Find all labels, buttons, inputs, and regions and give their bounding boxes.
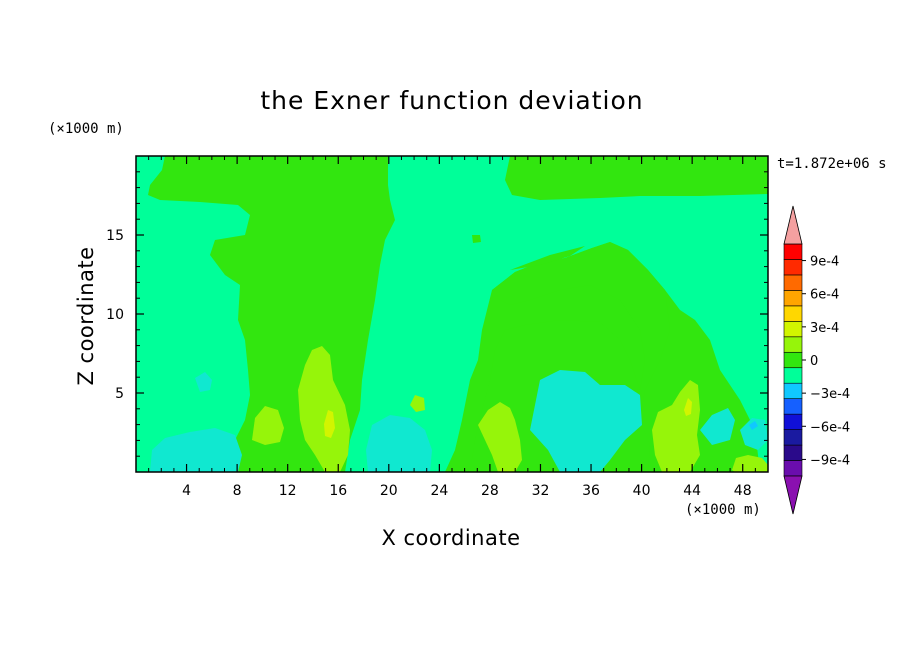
contour-plume-e — [732, 455, 768, 472]
x-axis-label: X coordinate — [381, 526, 521, 550]
y-unit-label: (×1000 m) — [48, 121, 124, 137]
contour-cyan-far-right — [700, 408, 735, 445]
contour-green-dot — [472, 235, 481, 243]
y-axis-label: Z coordinate — [74, 246, 98, 386]
contour-plume-a — [252, 406, 284, 445]
colorbar-swatch — [783, 351, 803, 369]
colorbar-swatch — [783, 460, 803, 477]
contour-cyan-edge — [740, 418, 768, 450]
colorbar-over-arrow — [783, 205, 803, 245]
contour-negative-center — [345, 156, 768, 472]
x-tick-label: 32 — [532, 483, 550, 499]
x-axis-ticks: 4 8 12 16 20 24 28 32 36 40 44 48 — [148, 156, 756, 499]
contour-cyan-left-upper — [195, 372, 212, 392]
contour-plume-c — [478, 402, 522, 472]
x-tick-label: 44 — [683, 483, 701, 499]
x-tick-label: 36 — [582, 483, 600, 499]
colorbar-swatch — [783, 413, 803, 430]
x-tick-label: 12 — [279, 483, 297, 499]
contour-plume-f — [410, 395, 425, 412]
colorbar-swatch — [783, 398, 803, 415]
colorbar-tick-label: 3e-4 — [810, 321, 839, 336]
colorbar-swatch — [783, 259, 803, 276]
y-tick-label: 15 — [106, 228, 124, 244]
x-tick-label: 16 — [329, 483, 347, 499]
chart-title: the Exner function deviation — [260, 86, 644, 115]
colorbar-tick-label: 6e-4 — [810, 288, 839, 303]
colorbar-swatch — [783, 305, 803, 322]
x-tick-label: 20 — [380, 483, 398, 499]
colorbar-swatch — [783, 444, 803, 461]
x-tick-label: 4 — [182, 483, 191, 499]
colorbar-swatch — [783, 429, 803, 446]
contour-plume-b — [298, 346, 350, 472]
contour-cyan-left — [150, 428, 242, 472]
colorbar: 9e-4 6e-4 3e-4 0 −3e-4 −6e-4 −9e-4 — [783, 205, 850, 515]
contour-core-b — [684, 398, 692, 416]
contour-core-a — [324, 410, 335, 438]
colorbar-swatch — [783, 367, 803, 384]
contour-cyan-right — [530, 370, 642, 472]
colorbar-tick-label: −9e-4 — [810, 453, 850, 468]
colorbar-swatch — [783, 243, 803, 260]
colorbar-swatch — [783, 290, 803, 307]
colorbar-swatch — [783, 321, 803, 338]
colorbar-swatch — [783, 382, 803, 399]
colorbar-tick-label: 0 — [810, 354, 818, 369]
colorbar-under-arrow — [783, 475, 803, 515]
y-axis-ticks: 5 10 15 — [106, 171, 768, 457]
x-unit-label: (×1000 m) — [685, 502, 761, 518]
colorbar-swatch — [783, 336, 803, 353]
y-tick-label: 5 — [115, 386, 124, 402]
x-tick-label: 28 — [481, 483, 499, 499]
contour-field — [136, 156, 768, 472]
time-label: t=1.872e+06 s — [777, 156, 887, 172]
contour-blue-dot — [749, 421, 758, 430]
contour-green-streak — [510, 246, 585, 270]
colorbar-tick-label: 9e-4 — [810, 255, 839, 270]
x-tick-label: 24 — [430, 483, 448, 499]
colorbar-swatch — [783, 274, 803, 291]
colorbar-tick-label: −6e-4 — [810, 420, 850, 435]
x-tick-label: 40 — [633, 483, 651, 499]
colorbar-tick-label: −3e-4 — [810, 387, 850, 402]
contour-negative-upper — [136, 156, 250, 472]
x-tick-label: 8 — [233, 483, 242, 499]
x-tick-label: 48 — [734, 483, 752, 499]
y-tick-label: 10 — [106, 307, 124, 323]
contour-cyan-mid — [366, 415, 432, 472]
